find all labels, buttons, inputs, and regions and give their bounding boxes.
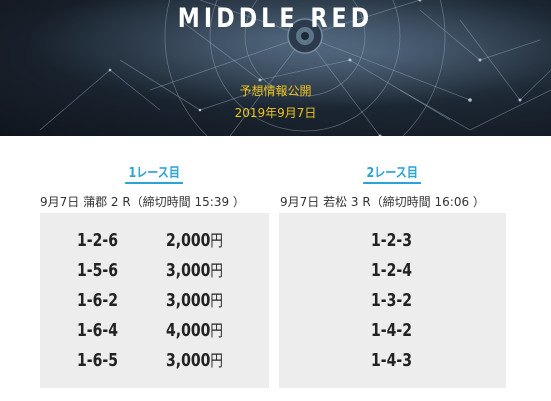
pick-amount-value: 2,000 bbox=[166, 230, 211, 251]
pick-amount: 3,000円 bbox=[166, 256, 223, 286]
pick-row: 1-3-2 bbox=[279, 286, 506, 316]
race-2-heading: 2レース目 bbox=[278, 162, 506, 184]
pick-combination: 1-6-4 bbox=[77, 320, 118, 341]
hero-banner: MIDDLE RED 予想情報公開 2019年9月7日 bbox=[0, 0, 551, 136]
pick-amount: 3,000円 bbox=[166, 286, 223, 316]
network-background bbox=[0, 0, 551, 136]
currency-unit: 円 bbox=[210, 291, 223, 310]
pick-amount-value: 4,000 bbox=[166, 320, 211, 341]
pick-amount: 4,000円 bbox=[166, 316, 223, 346]
pick-combination: 1-2-6 bbox=[77, 230, 118, 251]
pick-row: 1-2-4 bbox=[279, 256, 506, 286]
race-1-heading-label: 1レース目 bbox=[125, 162, 184, 184]
pick-row: 1-2-3 bbox=[279, 226, 506, 256]
pick-combination: 1-2-4 bbox=[371, 260, 412, 281]
race-2-info: 9月7日 若松 3 R（締切時間 16:06 ） bbox=[280, 195, 485, 209]
race-1-picks-card: 1-2-6 2,000円 1-5-6 3,000円 1-6-2 3,000円 1… bbox=[40, 213, 269, 388]
race-1-info: 9月7日 蒲郡 2 R（締切時間 15:39 ） bbox=[40, 195, 245, 209]
race-1-heading: 1レース目 bbox=[40, 162, 269, 184]
currency-unit: 円 bbox=[210, 351, 223, 370]
pick-amount: 3,000円 bbox=[166, 346, 223, 376]
pick-row: 1-4-3 bbox=[279, 346, 506, 376]
logo-emblem-icon bbox=[287, 18, 323, 54]
pick-amount: 2,000円 bbox=[166, 226, 223, 256]
currency-unit: 円 bbox=[210, 261, 223, 280]
brand-title: MIDDLE RED bbox=[177, 3, 374, 34]
pick-row: 1-5-6 3,000円 bbox=[40, 256, 269, 286]
pick-combination: 1-3-2 bbox=[371, 290, 412, 311]
pick-combination: 1-6-2 bbox=[77, 290, 118, 311]
pick-amount-value: 3,000 bbox=[166, 290, 211, 311]
pick-combination: 1-6-5 bbox=[77, 350, 118, 371]
pick-combination: 1-4-2 bbox=[371, 320, 412, 341]
pick-row: 1-4-2 bbox=[279, 316, 506, 346]
hero-date: 2019年9月7日 bbox=[234, 106, 317, 120]
pick-combination: 1-2-3 bbox=[371, 230, 412, 251]
pick-amount-value: 3,000 bbox=[166, 350, 211, 371]
pick-row: 1-2-6 2,000円 bbox=[40, 226, 269, 256]
pick-row: 1-6-5 3,000円 bbox=[40, 346, 269, 376]
race-2-heading-label: 2レース目 bbox=[362, 162, 422, 184]
hero-subtitle: 予想情報公開 bbox=[239, 84, 312, 98]
pick-row: 1-6-2 3,000円 bbox=[40, 286, 269, 316]
race-2-picks-card: 1-2-3 1-2-4 1-3-2 1-4-2 1-4-3 bbox=[279, 213, 506, 388]
pick-amount-value: 3,000 bbox=[166, 260, 211, 281]
pick-combination: 1-5-6 bbox=[77, 260, 118, 281]
pick-row: 1-6-4 4,000円 bbox=[40, 316, 269, 346]
currency-unit: 円 bbox=[210, 321, 223, 340]
pick-combination: 1-4-3 bbox=[371, 350, 412, 371]
currency-unit: 円 bbox=[210, 231, 223, 250]
